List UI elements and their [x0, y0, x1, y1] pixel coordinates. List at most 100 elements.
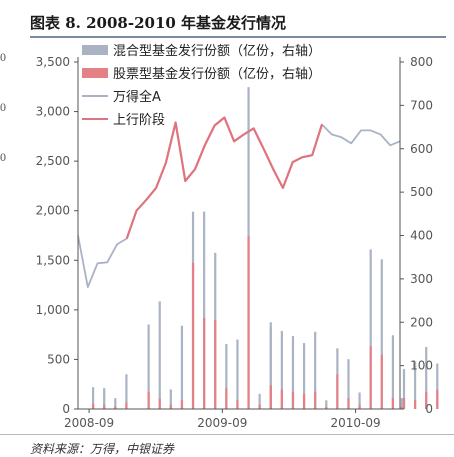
equity-bar	[336, 374, 339, 409]
equity-bar	[436, 389, 439, 409]
hybrid-bar	[325, 400, 328, 409]
equity-bar	[400, 406, 403, 409]
equity-bar	[247, 236, 250, 409]
left-tick-label: 2,500	[36, 154, 70, 168]
equity-bar	[325, 406, 328, 409]
equity-bar	[180, 400, 184, 409]
left-tick-label: 3,500	[36, 55, 70, 69]
hybrid-bar	[258, 393, 261, 409]
equity-bar	[125, 402, 128, 409]
right-tick-label: 100	[410, 359, 433, 373]
equity-bar	[347, 398, 350, 409]
x-tick-label: 2010-09	[331, 416, 381, 430]
equity-bar	[302, 393, 306, 409]
figure-title: 图表 8. 2008-2010 年基金发行情况	[30, 14, 287, 32]
hybrid-bar	[347, 359, 350, 409]
equity-bar	[114, 406, 117, 409]
chart-svg: 混合型基金发行份额（亿份，右轴） 股票型基金发行份额（亿份，右轴） 万得全A 上行阶段…	[36, 43, 439, 430]
x-tick-label: 2009-09	[197, 416, 247, 430]
equity-bar	[291, 391, 295, 409]
cropped-left-labels: 0 0 0	[0, 40, 10, 200]
source-note: 资料来源：万得，中银证券	[30, 442, 175, 456]
axes-layer: 0 500 1,000 1,500 2,000 2,500 3,000 3,500 0 100 20…	[36, 55, 433, 430]
equity-bar	[314, 391, 317, 409]
hybrid-bar	[158, 301, 161, 409]
hybrid-bar	[291, 336, 295, 409]
hybrid-bar	[358, 392, 361, 409]
hybrid-bar	[92, 387, 95, 409]
equity-bar	[236, 400, 239, 409]
hybrid-bar	[391, 335, 394, 409]
upcycle-line	[125, 116, 323, 239]
left-tick-label: 0	[62, 402, 70, 416]
hybrid-bar	[180, 325, 184, 409]
hybrid-bar	[147, 324, 150, 409]
x-tick-label: 2008-09	[64, 416, 114, 430]
hybrid-bar	[169, 389, 172, 409]
hybrid-bar	[380, 259, 383, 409]
hybrid-bar	[314, 331, 317, 409]
hybrid-bar	[400, 398, 403, 409]
legend-equity-swatch	[82, 68, 108, 78]
legend-equity-label: 股票型基金发行份额（亿份，右轴）	[113, 66, 321, 82]
equity-bar	[214, 320, 217, 409]
hybrid-bar	[425, 346, 428, 409]
left-tick-label: 500	[47, 352, 70, 366]
right-tick-label: 300	[410, 272, 433, 286]
hybrid-bar	[236, 339, 239, 409]
right-tick-label: 200	[410, 315, 433, 329]
right-tick-label: 600	[410, 142, 433, 156]
legend-wind-all-a-label: 万得全A	[113, 89, 161, 105]
equity-bar	[147, 391, 150, 409]
equity-bar	[258, 404, 261, 409]
hybrid-bar	[369, 249, 372, 409]
left-tick-label: 2,000	[36, 204, 70, 218]
legend-hybrid-swatch	[82, 45, 108, 55]
legend-hybrid-label: 混合型基金发行份额（亿份，右轴）	[113, 43, 321, 59]
right-tick-label: 800	[410, 55, 433, 69]
legend: 混合型基金发行份额（亿份，右轴） 股票型基金发行份额（亿份，右轴） 万得全A 上行阶段	[82, 43, 321, 128]
cropped-label: 0	[0, 150, 6, 164]
lines-layer	[77, 116, 401, 288]
right-tick-label: 700	[410, 98, 433, 112]
equity-bar	[269, 387, 272, 409]
equity-bar	[225, 388, 228, 409]
equity-bar	[358, 404, 361, 409]
hybrid-bar	[402, 369, 406, 409]
hybrid-bar	[269, 328, 272, 409]
right-tick-label: 400	[410, 229, 433, 243]
equity-bar	[414, 400, 417, 409]
equity-bar	[280, 389, 283, 409]
title-rule	[30, 36, 446, 38]
equity-bar	[158, 398, 161, 409]
left-tick-label: 1,000	[36, 303, 70, 317]
hybrid-bar	[114, 398, 117, 409]
cropped-label: 0	[0, 50, 6, 64]
hybrid-bar	[203, 211, 206, 409]
equity-bar	[169, 404, 172, 409]
hybrid-bar	[280, 330, 283, 409]
right-tick-label: 500	[410, 185, 433, 199]
equity-bar	[391, 398, 394, 409]
hybrid-bar	[103, 388, 106, 409]
bars-layer	[92, 87, 439, 409]
equity-bar	[191, 262, 195, 409]
hybrid-bar	[414, 361, 417, 409]
hybrid-bar	[302, 343, 306, 409]
equity-bar	[380, 354, 383, 409]
source-rule	[0, 434, 454, 435]
wind-all-a-line	[77, 116, 401, 288]
equity-bar	[369, 346, 372, 409]
left-tick-label: 1,500	[36, 253, 70, 267]
equity-bar	[203, 317, 206, 409]
legend-upcycle-label: 上行阶段	[113, 113, 165, 128]
left-tick-label: 3,000	[36, 105, 70, 119]
equity-bar	[402, 398, 406, 409]
right-tick-label: 0	[425, 402, 433, 416]
cropped-label: 0	[0, 100, 6, 114]
equity-bar	[103, 404, 106, 409]
hybrid-bar	[225, 343, 228, 409]
equity-bar	[425, 391, 428, 409]
equity-bar	[92, 403, 95, 409]
